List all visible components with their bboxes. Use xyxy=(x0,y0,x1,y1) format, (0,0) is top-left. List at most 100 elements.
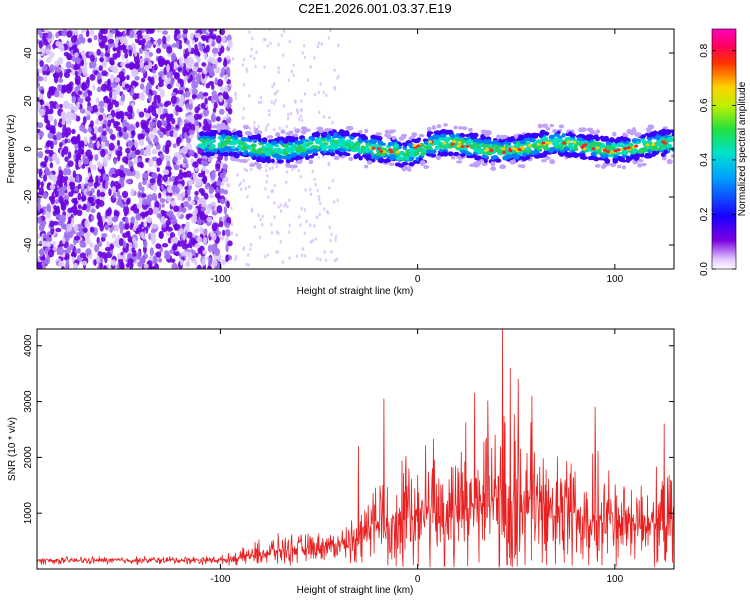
noise-speckle xyxy=(172,143,177,149)
noise-speckle xyxy=(80,194,87,202)
noise-speckle xyxy=(111,233,117,239)
noise-speckle xyxy=(250,167,253,172)
noise-speckle xyxy=(177,194,183,201)
signal-band-cell xyxy=(225,147,232,153)
noise-speckle xyxy=(82,203,88,210)
noise-speckle xyxy=(211,243,218,252)
noise-speckle xyxy=(194,243,201,249)
noise-speckle xyxy=(76,101,80,110)
noise-speckle xyxy=(191,39,196,45)
noise-speckle xyxy=(109,90,113,99)
noise-speckle xyxy=(147,207,154,216)
noise-speckle xyxy=(165,144,170,151)
noise-speckle xyxy=(84,110,92,116)
noise-speckle xyxy=(108,57,115,65)
noise-speckle xyxy=(93,244,100,253)
noise-speckle xyxy=(102,156,107,164)
noise-speckle xyxy=(89,242,94,248)
noise-speckle xyxy=(106,98,112,104)
signal-peak-cell xyxy=(595,146,600,150)
noise-speckle xyxy=(153,263,159,269)
noise-speckle xyxy=(45,211,51,220)
signal-band-cell xyxy=(217,136,223,140)
noise-speckle xyxy=(117,254,124,260)
noise-speckle xyxy=(211,63,217,69)
noise-speckle xyxy=(45,241,52,248)
signal-band-cell xyxy=(290,143,297,149)
signal-peak-cell xyxy=(661,140,666,144)
signal-band-cell xyxy=(252,138,258,144)
noise-speckle xyxy=(244,186,248,191)
signal-band-cell xyxy=(631,138,638,144)
signal-band-cell xyxy=(318,128,325,134)
noise-speckle xyxy=(174,71,178,78)
noise-speckle xyxy=(234,92,237,97)
noise-speckle xyxy=(140,77,146,83)
signal-band-cell xyxy=(426,133,431,138)
noise-speckle xyxy=(318,212,322,217)
noise-speckle xyxy=(234,257,237,262)
signal-band-cell xyxy=(345,126,351,130)
signal-band-cell xyxy=(647,137,653,141)
signal-band-cell xyxy=(411,132,418,138)
colorbar-tick-label: 0.0 xyxy=(699,262,710,276)
signal-band-cell xyxy=(634,132,642,138)
signal-band-cell xyxy=(545,156,551,160)
noise-speckle xyxy=(117,258,124,265)
signal-peak-cell xyxy=(651,143,656,146)
noise-speckle xyxy=(225,254,229,263)
signal-band-cell xyxy=(299,146,304,152)
signal-band-cell xyxy=(496,134,501,140)
signal-band-cell xyxy=(304,128,311,132)
noise-speckle xyxy=(273,215,276,220)
signal-peak-cell xyxy=(465,145,470,148)
noise-speckle xyxy=(248,30,251,34)
noise-speckle xyxy=(99,29,105,35)
noise-speckle xyxy=(60,214,66,223)
noise-speckle xyxy=(298,117,301,122)
noise-speckle xyxy=(178,102,184,108)
noise-speckle xyxy=(124,52,129,59)
noise-speckle xyxy=(171,117,176,125)
noise-speckle xyxy=(68,216,72,224)
signal-band-cell xyxy=(540,129,546,135)
noise-speckle xyxy=(102,173,107,179)
signal-band-cell xyxy=(573,153,579,159)
signal-band-cell xyxy=(541,158,547,163)
signal-band-cell xyxy=(490,166,497,171)
noise-speckle xyxy=(100,236,106,242)
noise-speckle xyxy=(172,205,180,213)
colorbar-tick-label: 0.6 xyxy=(699,98,710,112)
signal-band-cell xyxy=(233,153,240,159)
signal-band-cell xyxy=(580,127,587,133)
signal-peak-cell xyxy=(527,143,532,147)
colorbar: 0.0 0.2 0.4 0.6 0.8 Normalized spectral ampl… xyxy=(699,28,748,276)
noise-speckle xyxy=(201,177,208,183)
noise-speckle xyxy=(273,183,277,188)
noise-speckle xyxy=(44,116,49,124)
noise-speckle xyxy=(70,35,77,43)
noise-speckle xyxy=(123,126,128,133)
noise-speckle xyxy=(190,158,195,164)
spectrogram-xtick-label: -100 xyxy=(210,274,230,285)
noise-speckle xyxy=(191,215,198,224)
signal-band-cell xyxy=(432,140,440,145)
noise-speckle xyxy=(327,161,330,166)
noise-speckle xyxy=(46,125,52,131)
noise-speckle xyxy=(107,78,111,85)
noise-speckle xyxy=(239,181,243,185)
noise-speckle xyxy=(309,240,313,244)
noise-speckle xyxy=(183,201,189,208)
noise-speckle xyxy=(49,220,55,228)
signal-band-cell xyxy=(408,148,415,153)
noise-speckle xyxy=(174,264,179,269)
signal-band-cell xyxy=(459,132,465,137)
noise-speckle xyxy=(331,120,334,125)
noise-speckle xyxy=(66,118,72,125)
signal-band-cell xyxy=(211,124,218,129)
signal-band-cell xyxy=(333,155,340,161)
noise-speckle xyxy=(136,108,140,115)
noise-speckle xyxy=(78,223,83,233)
noise-speckle xyxy=(39,255,46,261)
noise-speckle xyxy=(265,125,268,129)
